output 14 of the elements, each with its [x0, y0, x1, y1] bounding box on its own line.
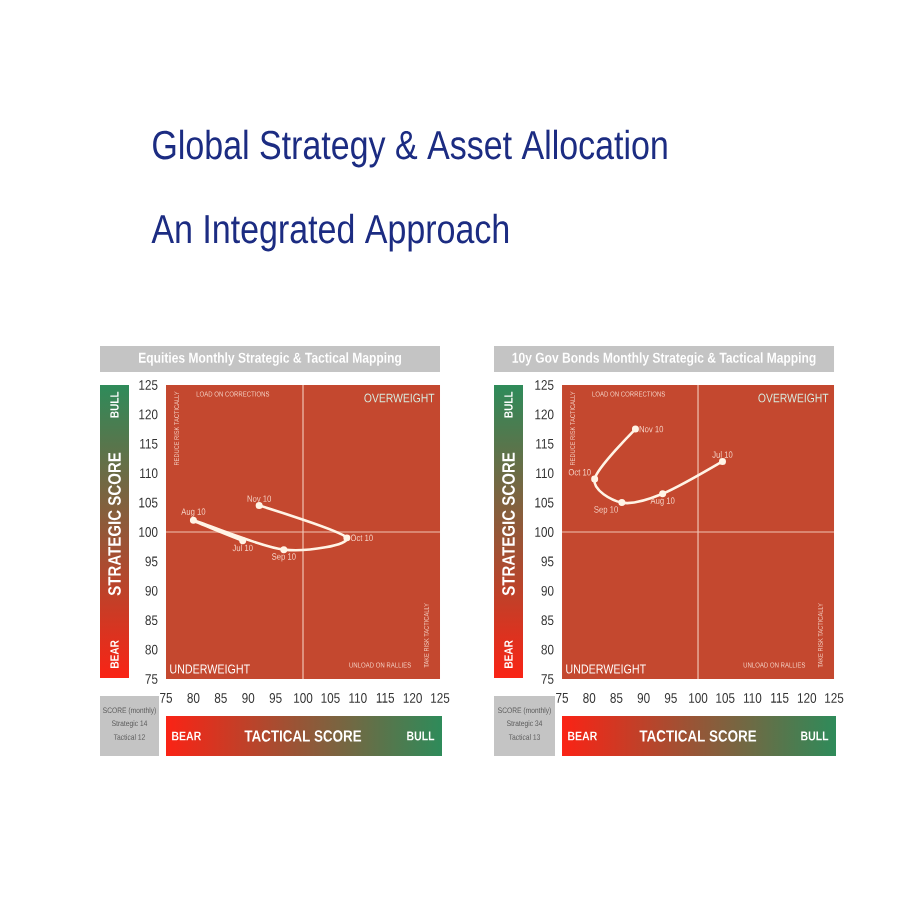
- point: [343, 534, 351, 542]
- y-axis-title: STRATEGIC SCORE: [108, 452, 121, 596]
- point: [239, 537, 247, 545]
- point: [591, 475, 599, 483]
- point: [255, 502, 263, 510]
- y-axis-title: STRATEGIC SCORE: [502, 452, 515, 596]
- point: [631, 425, 639, 433]
- point: [189, 516, 197, 524]
- text: Global Strategy & Asset Allocation: [153, 129, 667, 168]
- point: [618, 499, 626, 507]
- text: An Integrated Approach: [151, 213, 509, 252]
- point: [719, 457, 726, 465]
- point: [280, 546, 288, 554]
- point: [659, 490, 667, 498]
